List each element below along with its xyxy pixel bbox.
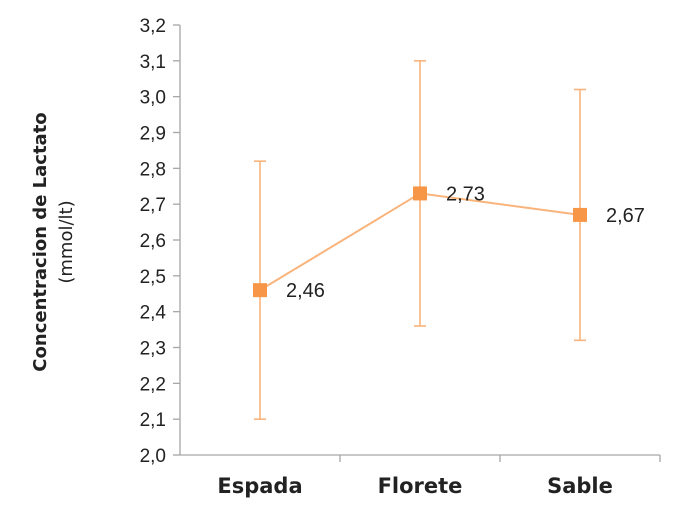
y-tick-label: 3,2	[140, 16, 166, 37]
data-label: 2,67	[606, 205, 645, 227]
y-tick-label: 2,5	[140, 267, 166, 288]
y-axis-title: Concentracion de Lactato (mmol/lt)	[30, 112, 77, 371]
data-point-marker	[413, 186, 427, 201]
y-tick-label: 2,4	[140, 303, 167, 324]
y-tick-label: 2,7	[140, 195, 166, 216]
y-tick-label: 2,2	[140, 374, 166, 395]
data-point-marker	[573, 207, 587, 222]
y-tick-label: 2,1	[140, 410, 166, 431]
y-axis-title-line-2: (mmol/lt)	[56, 200, 77, 283]
x-category-label: Espada	[217, 474, 302, 498]
y-tick-label: 2,9	[140, 124, 166, 145]
y-tick-label: 2,6	[140, 231, 166, 252]
y-tick-label: 2,8	[140, 159, 166, 180]
x-axis-ticks: Espada Florete Sable	[217, 455, 661, 498]
y-tick-label: 2,3	[140, 339, 166, 360]
series-layer: 2,46 2,73 2,67	[253, 60, 645, 420]
x-category-label: Florete	[378, 474, 463, 498]
y-tick-label: 3,0	[140, 88, 166, 109]
y-axis-ticks: 2,0 2,1 2,2 2,3 2,4 2,5 2,6 2,7 2,8 2,9 3,0 3,1 3,2	[140, 16, 180, 467]
data-label: 2,46	[286, 280, 325, 302]
y-tick-label: 2,0	[140, 446, 166, 467]
data-label: 2,73	[446, 183, 485, 205]
x-category-label: Sable	[547, 474, 613, 498]
y-tick-label: 3,1	[140, 52, 166, 73]
data-point-marker	[253, 283, 267, 298]
y-axis-title-line-1: Concentracion de Lactato	[30, 112, 51, 371]
